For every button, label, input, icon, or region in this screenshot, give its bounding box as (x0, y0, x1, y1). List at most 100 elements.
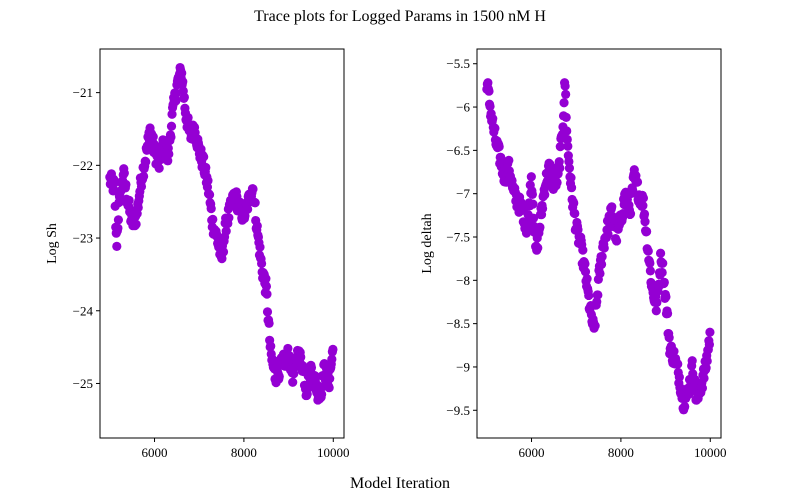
trace-point (561, 112, 571, 122)
trace-point (652, 297, 662, 308)
trace-point (113, 215, 124, 225)
trace-point (218, 247, 229, 257)
trace-point (141, 157, 151, 167)
trace-point (659, 277, 669, 287)
y-tick-label: −24 (73, 303, 94, 318)
trace-point (178, 77, 188, 87)
y-tick-label: −7.5 (446, 230, 470, 245)
trace-point (183, 112, 193, 123)
trace-point (702, 356, 712, 366)
trace-point (612, 236, 622, 246)
trace-point (687, 356, 697, 366)
trace-point (657, 267, 667, 278)
trace-point (559, 98, 569, 108)
trace-point (607, 202, 617, 212)
trace-point (136, 181, 147, 192)
trace-point (164, 149, 174, 159)
trace-point (566, 183, 577, 193)
y-tick-label: −9.5 (446, 403, 470, 418)
trace-point (533, 243, 543, 253)
trace-point (504, 155, 514, 165)
trace-point (250, 198, 260, 208)
trace-point (555, 163, 565, 173)
trace-point (261, 281, 272, 291)
trace-point (522, 226, 532, 236)
trace-point (261, 274, 271, 284)
trace-point (595, 268, 605, 279)
trace-point (699, 373, 709, 383)
trace-point (528, 199, 538, 209)
trace-point (262, 307, 273, 317)
trace-point (252, 221, 262, 231)
trace-point (584, 290, 594, 301)
trace-point (645, 266, 655, 276)
trace-point (562, 134, 572, 145)
trace-point (651, 306, 661, 316)
y-tick-label: −9 (456, 359, 470, 374)
trace-point (266, 341, 276, 351)
trace-point (255, 242, 265, 252)
trace-point (256, 258, 267, 269)
trace-point (645, 258, 655, 268)
trace-point (324, 383, 334, 393)
axes-frame (99, 48, 345, 439)
trace-point (485, 101, 495, 111)
trace-point (638, 200, 648, 211)
trace-point (680, 401, 690, 412)
trace-point (112, 241, 122, 251)
trace-point (642, 226, 652, 237)
trace-point (171, 96, 181, 106)
y-tick-label: −6.5 (446, 143, 470, 158)
trace-points (482, 78, 715, 415)
trace-point (131, 219, 141, 229)
trace-point (179, 92, 189, 102)
trace-point (643, 246, 653, 256)
trace-points (105, 62, 338, 405)
trace-point (661, 292, 671, 302)
y-tick-label: −8 (456, 273, 470, 288)
x-tick-label: 10000 (694, 445, 727, 460)
trace-point (593, 290, 603, 300)
trace-point (154, 163, 164, 173)
trace-point (325, 374, 335, 384)
trace-point (327, 354, 337, 364)
trace-point (201, 162, 211, 173)
trace-point (704, 339, 714, 350)
trace-point (527, 189, 538, 200)
y-tick-label: −22 (73, 158, 93, 173)
figure-title: Trace plots for Logged Params in 1500 nM… (254, 8, 546, 25)
trace-point (669, 346, 679, 356)
trace-point (563, 141, 573, 151)
trace-point (632, 177, 643, 187)
trace-point (599, 243, 609, 253)
trace-point (573, 225, 583, 235)
trace-point (596, 259, 607, 269)
trace-point (674, 372, 684, 382)
trace-point (288, 377, 298, 387)
trace-point (148, 132, 158, 142)
y-axis-label: Log deltah (420, 213, 435, 273)
trace-point (488, 114, 498, 124)
trace-point (603, 229, 613, 239)
trace-point (490, 123, 500, 133)
x-tick-label: 8000 (608, 445, 634, 460)
trace-point (121, 179, 131, 190)
trace-point (166, 132, 176, 142)
trace-point (484, 86, 494, 96)
trace-point (569, 198, 579, 208)
trace-point (212, 232, 222, 242)
trace-point (221, 226, 231, 236)
trace-point (566, 173, 576, 183)
y-tick-label: −8.5 (446, 316, 470, 331)
trace-point (564, 156, 574, 167)
trace-point (673, 359, 683, 369)
trace-point (705, 327, 715, 337)
panel-log-sh: 6000 8000 10000 −21 −22 −23 −24 −25 Log Sh (45, 48, 350, 460)
trace-point (264, 318, 274, 328)
trace-point (664, 333, 674, 343)
figure-xlabel: Model Iteration (350, 475, 450, 492)
trace-point (133, 202, 143, 213)
trace-point (638, 193, 649, 203)
trace-point (204, 190, 215, 200)
